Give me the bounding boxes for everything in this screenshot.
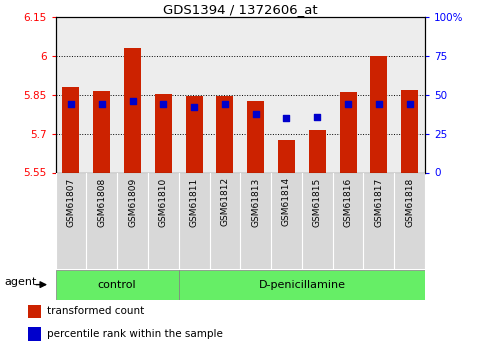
Bar	[117, 17, 148, 172]
Text: GSM61814: GSM61814	[282, 177, 291, 226]
Bar	[240, 17, 271, 172]
Text: GSM61812: GSM61812	[220, 177, 229, 226]
Bar	[370, 56, 387, 172]
FancyBboxPatch shape	[56, 270, 179, 299]
Bar	[302, 172, 333, 269]
Bar	[56, 172, 86, 269]
Text: GSM61809: GSM61809	[128, 177, 137, 227]
Text: GSM61817: GSM61817	[374, 177, 384, 227]
Bar	[240, 172, 271, 269]
Text: GSM61811: GSM61811	[190, 177, 199, 227]
Bar	[28, 327, 41, 341]
Bar	[340, 92, 356, 172]
FancyBboxPatch shape	[179, 270, 425, 299]
Bar	[401, 90, 418, 172]
Bar	[247, 101, 264, 172]
Point	[406, 101, 413, 107]
Point	[252, 111, 259, 116]
Bar	[155, 93, 172, 172]
Text: D-penicillamine: D-penicillamine	[258, 280, 345, 289]
Bar	[86, 17, 117, 172]
Title: GDS1394 / 1372606_at: GDS1394 / 1372606_at	[163, 3, 318, 16]
Bar	[271, 17, 302, 172]
Bar	[278, 140, 295, 172]
Point	[375, 101, 383, 107]
Point	[313, 114, 321, 119]
Bar	[210, 17, 240, 172]
Text: transformed count: transformed count	[47, 306, 144, 316]
Text: GSM61807: GSM61807	[67, 177, 75, 227]
Point	[190, 105, 198, 110]
Text: percentile rank within the sample: percentile rank within the sample	[47, 329, 223, 339]
Bar	[271, 172, 302, 269]
Bar	[148, 172, 179, 269]
Text: GSM61818: GSM61818	[405, 177, 414, 227]
Point	[67, 101, 75, 107]
Point	[283, 115, 290, 121]
Bar	[210, 172, 240, 269]
Point	[344, 101, 352, 107]
Bar	[148, 17, 179, 172]
Bar	[179, 172, 210, 269]
Text: GSM61808: GSM61808	[97, 177, 106, 227]
Bar	[62, 87, 79, 172]
Point	[128, 98, 136, 104]
Point	[221, 101, 229, 107]
Bar	[394, 17, 425, 172]
Bar	[302, 17, 333, 172]
Bar	[117, 172, 148, 269]
Bar	[179, 17, 210, 172]
Bar	[86, 172, 117, 269]
Bar	[28, 305, 41, 318]
Text: GSM61813: GSM61813	[251, 177, 260, 227]
Bar	[216, 96, 233, 172]
Bar	[124, 48, 141, 172]
Bar	[309, 130, 326, 172]
Text: GSM61815: GSM61815	[313, 177, 322, 227]
Text: control: control	[98, 280, 136, 289]
Point	[159, 101, 167, 107]
Point	[98, 101, 106, 107]
Bar	[333, 172, 364, 269]
Bar	[364, 17, 394, 172]
Text: GSM61816: GSM61816	[343, 177, 353, 227]
Bar	[93, 91, 110, 172]
Bar	[56, 17, 86, 172]
Text: GSM61810: GSM61810	[159, 177, 168, 227]
Bar	[185, 96, 202, 172]
Bar	[364, 172, 394, 269]
Bar	[333, 17, 364, 172]
Bar	[394, 172, 425, 269]
Text: agent: agent	[4, 277, 37, 286]
